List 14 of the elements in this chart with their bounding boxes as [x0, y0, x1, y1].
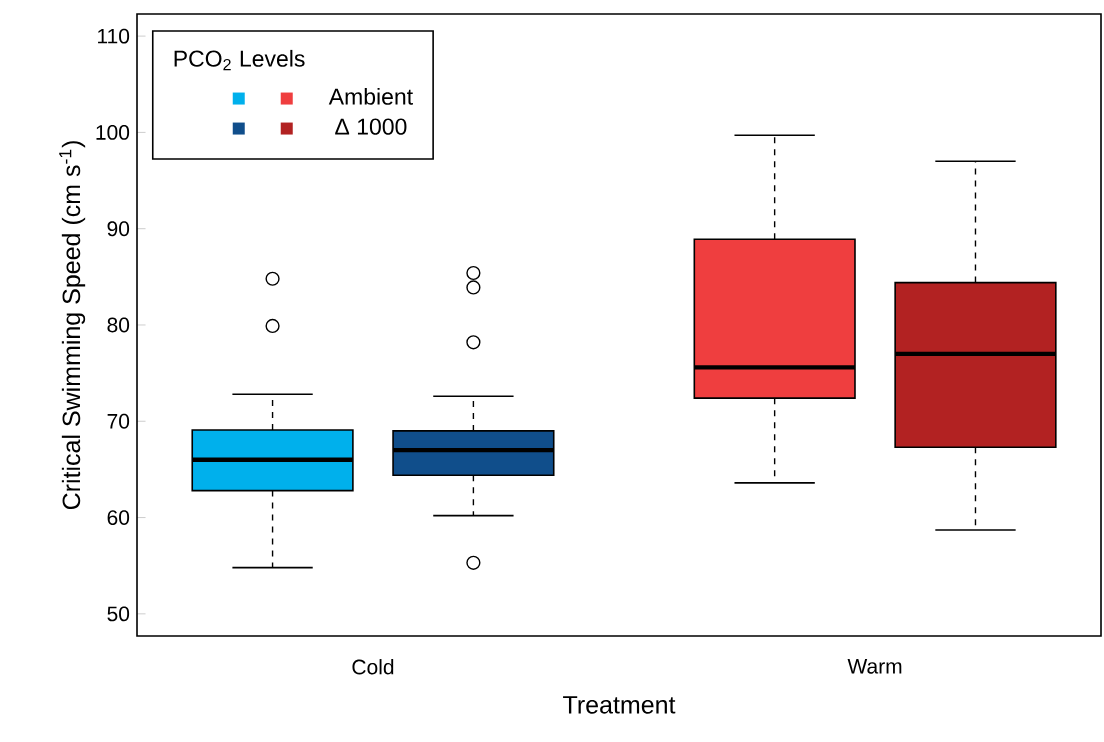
y-tick-label: 110 — [98, 28, 130, 44]
y-tick-label: 80 — [107, 317, 130, 333]
x-tick-label: Cold — [352, 659, 394, 675]
y-tick-label: 50 — [107, 606, 130, 622]
legend-label: Δ 1000 — [335, 118, 407, 135]
x-axis-title: Treatment — [563, 696, 676, 714]
y-tick-label: 70 — [107, 413, 130, 429]
x-tick-label: Warm — [847, 659, 902, 674]
y-tick-label: 100 — [96, 124, 130, 140]
legend-title: PCO$_{2}$ Levels — [174, 49, 305, 71]
legend-label: Ambient — [328, 87, 413, 105]
y-tick-label: 60 — [107, 510, 130, 525]
y-axis-title: Critical Swimming Speed (cm s$^{-1}$) — [59, 141, 86, 510]
y-tick-label: 90 — [107, 221, 130, 237]
